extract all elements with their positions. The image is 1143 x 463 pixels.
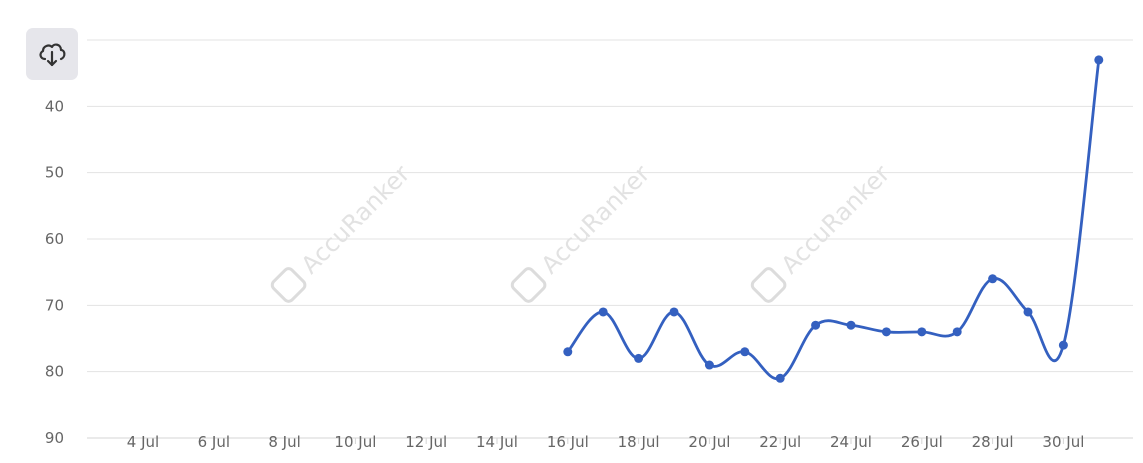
x-axis-ticks: 4 Jul 6 Jul 8 Jul 10 Jul 12 Jul 14 Jul 16 Jul 1…	[127, 433, 1085, 451]
y-axis-ticks: 30405060708090	[45, 31, 64, 447]
watermark-logo	[510, 267, 547, 303]
x-tick-label: 6 Jul	[198, 433, 230, 451]
watermark-layer: AccuRanker AccuRanker AccuRanker	[270, 160, 896, 303]
x-tick-label: 8 Jul	[268, 433, 300, 451]
x-tick-label: 12 Jul	[405, 433, 447, 451]
data-point[interactable]	[704, 360, 714, 370]
data-point[interactable]	[846, 320, 856, 330]
x-tick-label: 10 Jul	[334, 433, 376, 451]
y-tick-label: 50	[45, 164, 64, 182]
data-point[interactable]	[740, 347, 750, 357]
data-point[interactable]	[669, 307, 679, 317]
y-tick-label: 70	[45, 296, 64, 314]
x-tick-label: 22 Jul	[759, 433, 801, 451]
watermark-text: AccuRanker	[536, 160, 656, 280]
x-tick-label: 14 Jul	[476, 433, 518, 451]
x-tick-label: 18 Jul	[618, 433, 660, 451]
x-tick-label: 20 Jul	[688, 433, 730, 451]
watermark-text: AccuRanker	[296, 160, 416, 280]
x-tick-label: 16 Jul	[547, 433, 589, 451]
data-point[interactable]	[881, 327, 891, 337]
data-point[interactable]	[988, 274, 998, 284]
data-point[interactable]	[563, 347, 573, 357]
y-tick-label: 90	[45, 429, 64, 447]
y-tick-label: 40	[45, 97, 64, 115]
download-button[interactable]	[26, 28, 78, 80]
cloud-download-icon	[36, 38, 68, 70]
x-tick-label: 28 Jul	[972, 433, 1014, 451]
x-tick-label: 26 Jul	[901, 433, 943, 451]
data-point[interactable]	[917, 327, 927, 337]
data-point[interactable]	[1058, 340, 1068, 350]
series-layer	[563, 55, 1104, 383]
data-point[interactable]	[775, 373, 785, 383]
watermark-logo	[270, 267, 307, 303]
data-point[interactable]	[634, 353, 644, 363]
watermark-logo	[750, 267, 787, 303]
data-point[interactable]	[598, 307, 608, 317]
watermark: AccuRanker	[510, 160, 656, 303]
data-point[interactable]	[952, 327, 962, 337]
data-point[interactable]	[811, 320, 821, 330]
y-tick-label: 60	[45, 230, 64, 248]
grid-lines	[87, 39, 1133, 439]
y-tick-label: 80	[45, 363, 64, 381]
x-tick-label: 24 Jul	[830, 433, 872, 451]
data-point[interactable]	[1094, 55, 1104, 65]
x-tick-label: 4 Jul	[127, 433, 159, 451]
watermark: AccuRanker	[270, 160, 416, 303]
data-point[interactable]	[1023, 307, 1033, 317]
watermark: AccuRanker	[750, 160, 896, 303]
x-tick-label: 30 Jul	[1042, 433, 1084, 451]
watermark-text: AccuRanker	[776, 160, 896, 280]
